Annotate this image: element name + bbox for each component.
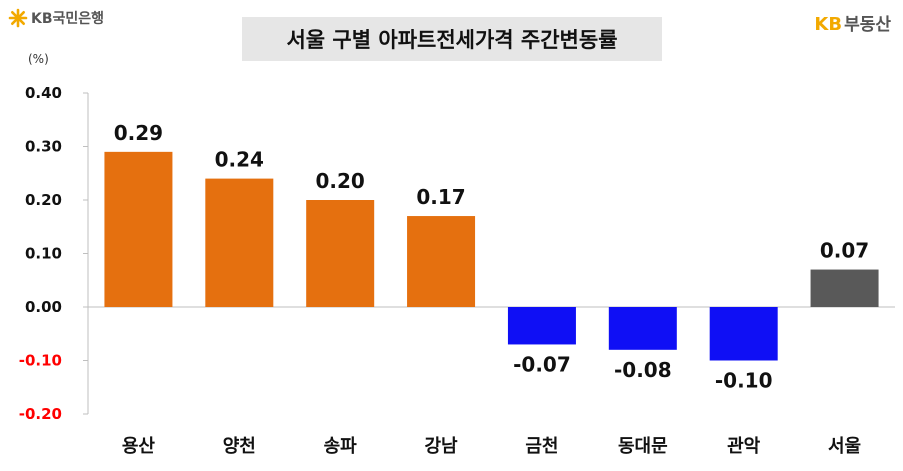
x-tick-label: 양천 [223, 436, 256, 457]
data-label: -0.08 [614, 358, 672, 382]
x-tick-label: 동대문 [618, 436, 668, 457]
x-tick-label: 강남 [425, 436, 459, 457]
brand-mark: KB [814, 14, 843, 35]
bank-logo-text: KB국민은행 [31, 11, 105, 27]
bar [507, 307, 576, 345]
data-label: 0.29 [114, 121, 163, 145]
x-tick-label: 서울 [828, 436, 861, 457]
y-tick-label: 0.20 [25, 191, 62, 209]
x-tick-label: 용산 [122, 436, 156, 457]
data-label: 0.24 [215, 148, 264, 172]
bar [407, 216, 476, 307]
y-tick-label: 0.30 [25, 138, 62, 156]
bar [810, 269, 879, 307]
chart-title: 서울 구별 아파트전세가격 주간변동률 [286, 28, 618, 52]
y-tick-label: 0.10 [25, 245, 62, 263]
data-label: 0.17 [416, 185, 465, 209]
y-tick-label: -0.10 [19, 352, 62, 370]
data-label: -0.07 [513, 352, 571, 376]
chart-title-box: 서울 구별 아파트전세가격 주간변동률 [242, 17, 662, 61]
bar [608, 307, 677, 350]
data-label: 0.20 [316, 169, 365, 193]
star-icon [8, 8, 28, 28]
unit-label: (%) [28, 52, 49, 66]
x-tick-label: 관악 [727, 436, 761, 457]
kb-real-estate-logo: KB 부동산 [814, 10, 891, 35]
kb-bank-logo: KB국민은행 [8, 8, 104, 28]
data-label: 0.07 [820, 239, 869, 263]
data-label: -0.10 [715, 369, 773, 393]
bar [709, 307, 778, 361]
bar [306, 200, 375, 307]
x-tick-label: 송파 [324, 436, 358, 457]
bar [205, 178, 274, 307]
y-tick-label: 0.00 [25, 298, 62, 316]
y-tick-label: 0.40 [25, 84, 62, 102]
bar [104, 151, 173, 307]
brand-name: 부동산 [844, 15, 891, 35]
y-tick-label: -0.20 [19, 405, 62, 423]
x-tick-label: 금천 [525, 436, 558, 457]
